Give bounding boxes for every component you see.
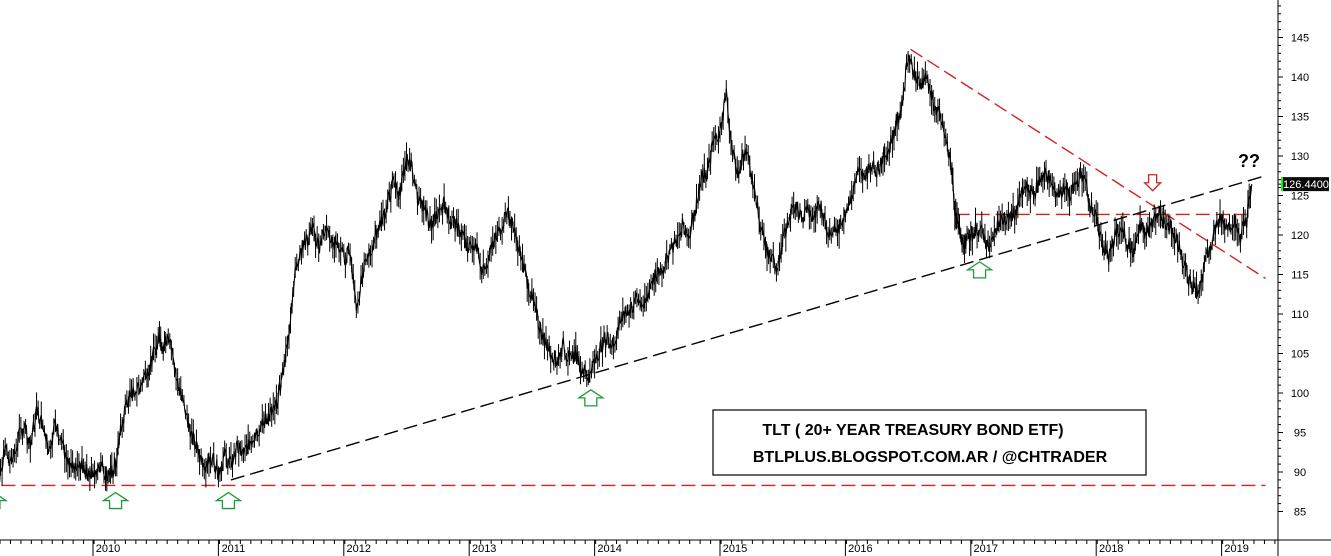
up-arrow-icon [576,389,605,407]
last-price-marker: 126.4400 [1281,177,1329,192]
y-tick-label: 125 [1291,191,1309,203]
annotation-title: TLT ( 20+ YEAR TREASURY BOND ETF) [762,422,1063,439]
up-arrow-icon [101,491,130,510]
x-tick-label: 2010 [96,543,120,555]
down-arrow-icon [1143,174,1163,192]
x-tick-label: 2013 [472,543,496,555]
y-tick-label: 140 [1291,72,1309,84]
y-tick-label: 145 [1291,33,1309,45]
y-tick-label: 115 [1291,270,1309,282]
up-arrow-icon [214,491,243,510]
x-tick-label: 2018 [1099,543,1123,555]
y-tick-label: 90 [1294,467,1306,479]
x-tick-label: 2012 [347,543,371,555]
last-price-accent [1281,177,1283,192]
y-tick-label: 105 [1291,349,1309,361]
up-arrow-icon [965,261,994,279]
up-arrow-icon [0,495,9,510]
y-tick-label: 100 [1291,388,1309,400]
last-price-label: 126.4400 [1283,179,1329,191]
x-tick-label: 2017 [974,543,998,555]
x-tick-label: 2019 [1224,543,1248,555]
x-tick-label: 2011 [222,543,246,555]
y-tick-label: 85 [1294,507,1306,519]
annotation-source: BTLPLUS.BLOGSPOT.COM.AR / @CHTRADER [753,449,1108,466]
question-marks: ?? [1238,151,1260,171]
trendline [910,48,1266,280]
x-axis: 2010 2011 2012 2013 2014 2015 2016 2017 2018 2019 [0,540,1276,556]
annotation-frame [712,409,1147,476]
last-price-background [1283,177,1329,192]
price-series [0,50,1253,492]
y-axis: 85 90 95 100 105 110 115 120 125 130 135 140 145 [1278,5,1309,519]
annotation-box: TLT ( 20+ YEAR TREASURY BOND ETF) BTLPLU… [712,409,1147,476]
y-tick-label: 135 [1291,112,1309,124]
signal-arrows [0,174,1163,510]
x-tick-label: 2016 [848,543,872,555]
x-tick-label: 2014 [597,543,621,555]
y-tick-label: 130 [1291,151,1309,163]
y-tick-label: 95 [1294,428,1306,440]
y-tick-label: 120 [1291,230,1309,242]
y-tick-label: 110 [1291,309,1309,321]
x-tick-label: 2015 [723,543,747,555]
price-line [0,54,1253,483]
